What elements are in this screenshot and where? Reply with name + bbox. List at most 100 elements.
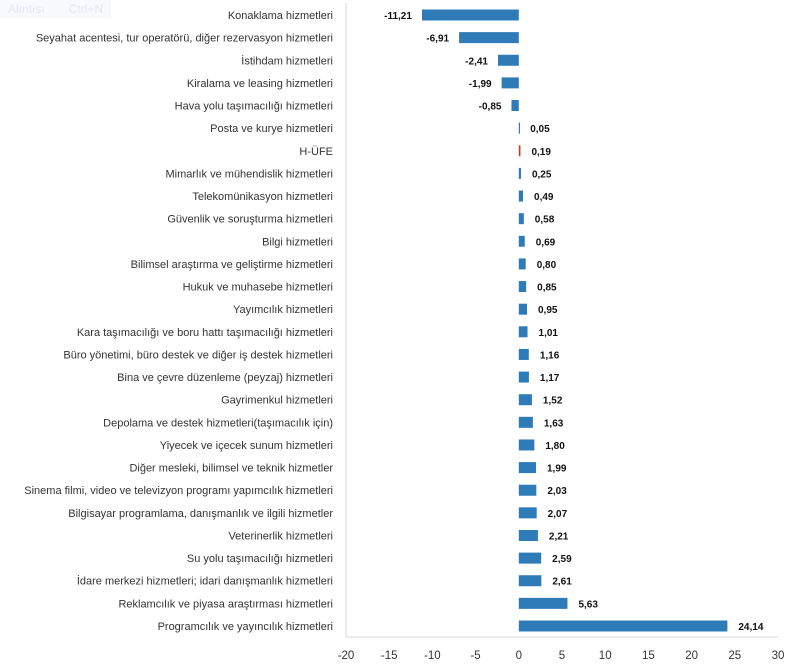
data-label: 2,07 — [548, 509, 568, 520]
x-tick-label: -5 — [470, 650, 480, 662]
category-labels: Konaklama hizmetleri -11,21 Seyahat acente… — [24, 10, 764, 633]
bars — [421, 9, 728, 632]
category-label: Yayımcılık hizmetleri — [233, 304, 333, 316]
data-label: 0,95 — [538, 305, 558, 316]
bar — [518, 303, 528, 315]
bar — [518, 529, 538, 541]
data-label: 1,52 — [543, 396, 563, 407]
data-label: 5,63 — [578, 599, 598, 610]
ghost-shortcut: Ctrl+N — [68, 2, 104, 16]
bar — [518, 575, 542, 587]
bar — [518, 620, 728, 632]
category-label: Büro yönetimi, büro destek ve diğer iş d… — [63, 349, 333, 361]
bar — [518, 394, 532, 406]
category-label: Güvenlik ve soruşturma hizmetleri — [167, 214, 333, 226]
category-label: Bilimsel araştırma ve geliştirme hizmetl… — [131, 259, 333, 271]
x-tick-label: 0 — [516, 650, 522, 662]
category-label: Veterinerlik hizmetleri — [228, 530, 333, 542]
data-label: 2,21 — [549, 531, 569, 542]
category-label: İdare merkezi hizmetleri; idari danışman… — [77, 575, 333, 588]
category-label: Gayrimenkul hizmetleri — [221, 395, 333, 407]
data-label: 0,19 — [531, 147, 551, 158]
category-label: Bina ve çevre düzenleme (peyzaj) hizmetl… — [117, 372, 333, 384]
bar — [518, 597, 568, 609]
data-label: 0,58 — [535, 215, 555, 226]
category-label: Posta ve kurye hizmetleri — [210, 123, 333, 135]
bar — [501, 77, 519, 89]
ghost-label: Alıntısı — [8, 2, 45, 16]
x-tick-label: -10 — [424, 650, 441, 662]
bar — [518, 326, 528, 338]
bar — [459, 32, 519, 44]
data-label: 1,16 — [540, 350, 560, 361]
bar — [421, 9, 519, 21]
category-label: Bilgisayar programlama, danışmanlık ve i… — [68, 508, 333, 520]
bar — [518, 484, 537, 496]
bar — [518, 439, 535, 451]
x-tick-label: 15 — [642, 650, 655, 662]
data-label: 1,80 — [545, 441, 565, 452]
x-tick-label: 20 — [685, 650, 698, 662]
category-label: Mimarlık ve mühendislik hizmetleri — [166, 168, 334, 180]
category-label: Kiralama ve leasing hizmetleri — [187, 78, 333, 90]
bar — [518, 462, 536, 474]
bar — [518, 190, 524, 202]
data-label: -1,99 — [469, 79, 492, 90]
category-label: Hukuk ve muhasebe hizmetleri — [183, 282, 333, 294]
bar — [518, 145, 521, 157]
category-label: Programcılık ve yayıncılık hizmetleri — [158, 621, 333, 633]
data-label: 1,99 — [547, 464, 567, 475]
data-label: 1,17 — [540, 373, 560, 384]
bar — [518, 507, 537, 519]
category-label: Seyahat acentesi, tur operatörü, diğer r… — [36, 33, 333, 45]
bar — [518, 348, 529, 360]
data-label: 24,14 — [738, 622, 763, 633]
category-label: Kara taşımacılığı ve boru hattı taşımacı… — [77, 327, 333, 339]
category-label: Bilgi hizmetleri — [262, 236, 333, 248]
bar — [497, 54, 519, 66]
data-label: -2,41 — [465, 56, 488, 67]
data-label: 1,63 — [544, 418, 564, 429]
data-label: 1,01 — [539, 328, 559, 339]
category-label: Su yolu taşımacılığı hizmetleri — [187, 553, 333, 565]
data-label: 0,69 — [536, 237, 556, 248]
bar — [518, 258, 526, 270]
data-label: 2,61 — [552, 577, 572, 588]
data-label: 0,25 — [532, 169, 552, 180]
data-label: 2,59 — [552, 554, 572, 565]
bar — [518, 281, 527, 293]
bar — [518, 371, 529, 383]
ghost-tooltip: Alıntısı Ctrl+N — [0, 0, 112, 18]
data-label: -0,85 — [479, 102, 502, 113]
category-label: H-ÜFE — [299, 146, 333, 158]
data-label: 0,85 — [537, 283, 557, 294]
axes: -20 -15 -10 -5 0 5 10 15 20 25 30 — [338, 3, 785, 662]
bar — [518, 122, 520, 134]
data-label: 2,03 — [547, 486, 567, 497]
category-label: Diğer mesleki, bilimsel ve teknik hizmet… — [129, 463, 333, 475]
category-label: Yiyecek ve içecek sunum hizmetleri — [160, 440, 333, 452]
x-tick-label: -20 — [338, 650, 355, 662]
bar — [518, 235, 525, 247]
category-label: Hava yolu taşımacılığı hizmetleri — [175, 101, 333, 113]
data-label: 0,80 — [537, 260, 557, 271]
category-label: Reklamcılık ve piyasa araştırması hizmet… — [118, 598, 333, 610]
bar — [518, 167, 521, 179]
data-label: -6,91 — [426, 34, 449, 45]
bar — [518, 213, 524, 225]
data-label: 0,49 — [534, 192, 554, 203]
category-label: Sinema filmi, video ve televizyon progra… — [24, 485, 333, 497]
category-label: Depolama ve destek hizmetleri(taşımacılı… — [103, 417, 333, 429]
x-tick-label: -15 — [381, 650, 398, 662]
category-label: İstihdam hizmetleri — [241, 54, 333, 67]
category-label: Telekomünikasyon hizmetleri — [192, 191, 333, 203]
x-tick-label: 10 — [599, 650, 612, 662]
x-tick-label: 5 — [559, 650, 565, 662]
bar — [511, 100, 519, 112]
bar — [518, 552, 542, 564]
x-tick-label: 30 — [772, 650, 785, 662]
category-label: Konaklama hizmetleri — [228, 10, 333, 22]
data-label: 0,05 — [530, 124, 550, 135]
x-tick-label: 25 — [728, 650, 741, 662]
